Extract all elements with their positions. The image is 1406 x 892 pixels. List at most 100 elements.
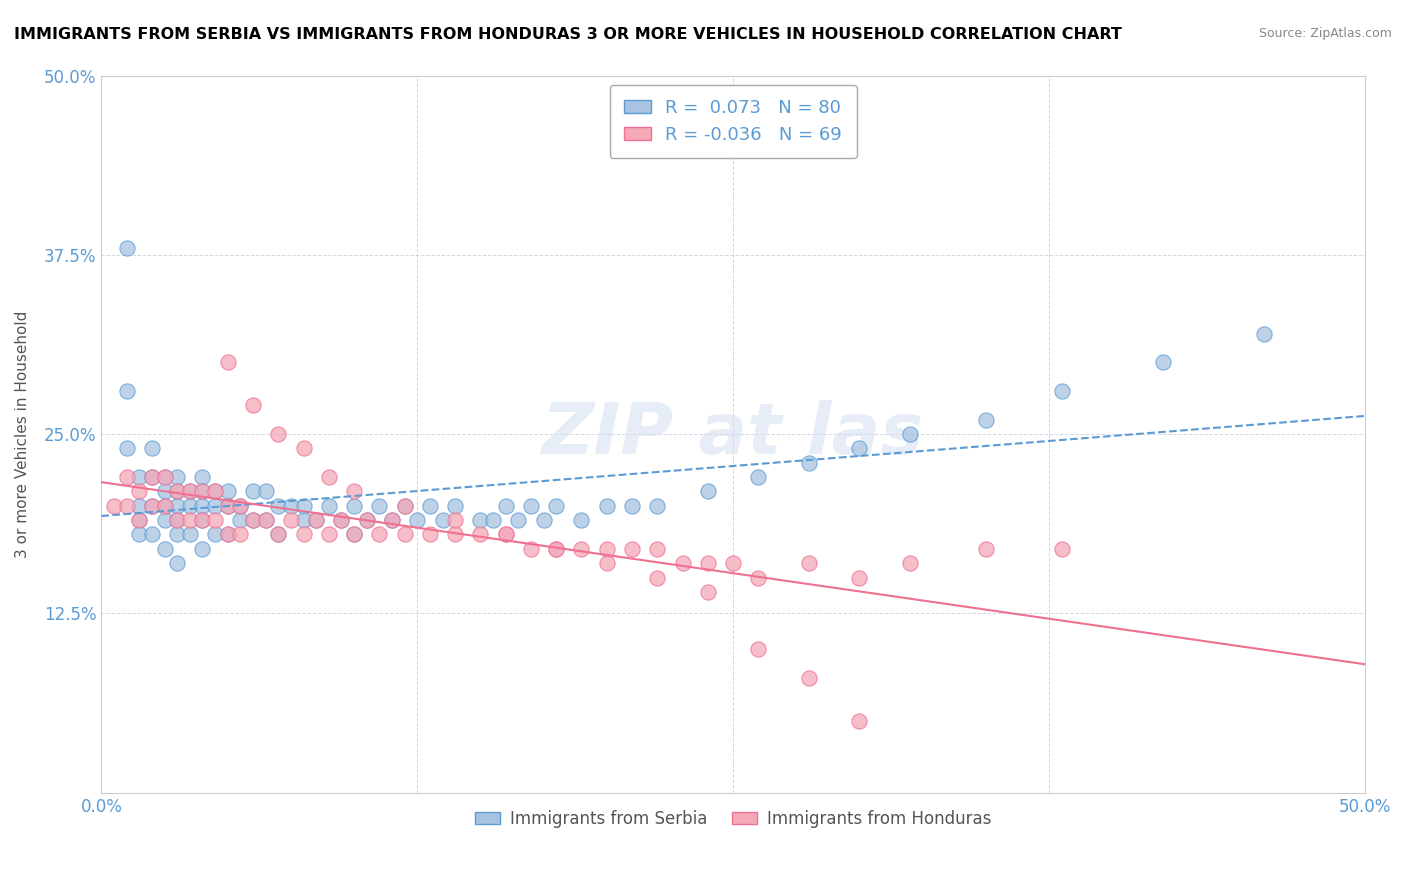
Point: [128, 527, 150, 541]
Point: [419, 499, 441, 513]
Point: [292, 499, 315, 513]
Point: [848, 442, 870, 456]
Point: [267, 527, 290, 541]
Point: [191, 470, 214, 484]
Point: [470, 527, 492, 541]
Point: [179, 484, 201, 499]
Point: [305, 513, 328, 527]
Text: IMMIGRANTS FROM SERBIA VS IMMIGRANTS FROM HONDURAS 3 OR MORE VEHICLES IN HOUSEHO: IMMIGRANTS FROM SERBIA VS IMMIGRANTS FRO…: [14, 27, 1122, 42]
Point: [128, 513, 150, 527]
Point: [848, 714, 870, 728]
Point: [444, 527, 467, 541]
Point: [128, 484, 150, 499]
Point: [254, 513, 277, 527]
Point: [115, 241, 138, 255]
Point: [747, 642, 769, 657]
Point: [229, 499, 252, 513]
Point: [204, 513, 226, 527]
Point: [267, 427, 290, 442]
Point: [696, 484, 718, 499]
Point: [191, 484, 214, 499]
Point: [242, 513, 264, 527]
Point: [571, 513, 593, 527]
Point: [128, 513, 150, 527]
Point: [166, 556, 188, 570]
Point: [546, 541, 568, 556]
Legend: Immigrants from Serbia, Immigrants from Honduras: Immigrants from Serbia, Immigrants from …: [468, 803, 998, 835]
Point: [1152, 355, 1174, 369]
Point: [645, 570, 668, 584]
Point: [217, 499, 239, 513]
Point: [848, 570, 870, 584]
Point: [153, 470, 176, 484]
Point: [254, 513, 277, 527]
Point: [166, 499, 188, 513]
Point: [166, 484, 188, 499]
Point: [204, 484, 226, 499]
Point: [166, 527, 188, 541]
Point: [495, 499, 517, 513]
Text: ZIP at las: ZIP at las: [541, 400, 924, 468]
Point: [166, 513, 188, 527]
Point: [381, 513, 404, 527]
Point: [898, 556, 921, 570]
Point: [229, 527, 252, 541]
Point: [153, 484, 176, 499]
Point: [191, 541, 214, 556]
Point: [1253, 326, 1275, 341]
Point: [141, 442, 163, 456]
Point: [721, 556, 744, 570]
Point: [254, 484, 277, 499]
Point: [406, 513, 429, 527]
Point: [128, 499, 150, 513]
Point: [621, 499, 644, 513]
Y-axis label: 3 or more Vehicles in Household: 3 or more Vehicles in Household: [15, 310, 30, 558]
Point: [217, 527, 239, 541]
Point: [394, 527, 416, 541]
Point: [696, 556, 718, 570]
Point: [596, 499, 619, 513]
Point: [356, 513, 378, 527]
Point: [141, 470, 163, 484]
Point: [330, 513, 353, 527]
Point: [797, 456, 820, 470]
Point: [318, 527, 340, 541]
Point: [179, 513, 201, 527]
Point: [141, 470, 163, 484]
Point: [394, 499, 416, 513]
Point: [292, 442, 315, 456]
Point: [305, 513, 328, 527]
Point: [596, 556, 619, 570]
Point: [419, 527, 441, 541]
Point: [898, 427, 921, 442]
Point: [292, 527, 315, 541]
Point: [191, 484, 214, 499]
Point: [179, 484, 201, 499]
Point: [153, 499, 176, 513]
Point: [482, 513, 505, 527]
Point: [318, 470, 340, 484]
Point: [747, 570, 769, 584]
Point: [444, 513, 467, 527]
Point: [267, 527, 290, 541]
Point: [115, 384, 138, 398]
Point: [696, 585, 718, 599]
Point: [191, 513, 214, 527]
Point: [229, 499, 252, 513]
Point: [444, 499, 467, 513]
Point: [166, 470, 188, 484]
Point: [1050, 541, 1073, 556]
Point: [217, 527, 239, 541]
Point: [470, 513, 492, 527]
Point: [520, 499, 543, 513]
Point: [280, 499, 302, 513]
Point: [495, 527, 517, 541]
Point: [520, 541, 543, 556]
Point: [621, 541, 644, 556]
Point: [153, 541, 176, 556]
Point: [166, 484, 188, 499]
Point: [153, 513, 176, 527]
Text: Source: ZipAtlas.com: Source: ZipAtlas.com: [1258, 27, 1392, 40]
Point: [217, 355, 239, 369]
Point: [596, 541, 619, 556]
